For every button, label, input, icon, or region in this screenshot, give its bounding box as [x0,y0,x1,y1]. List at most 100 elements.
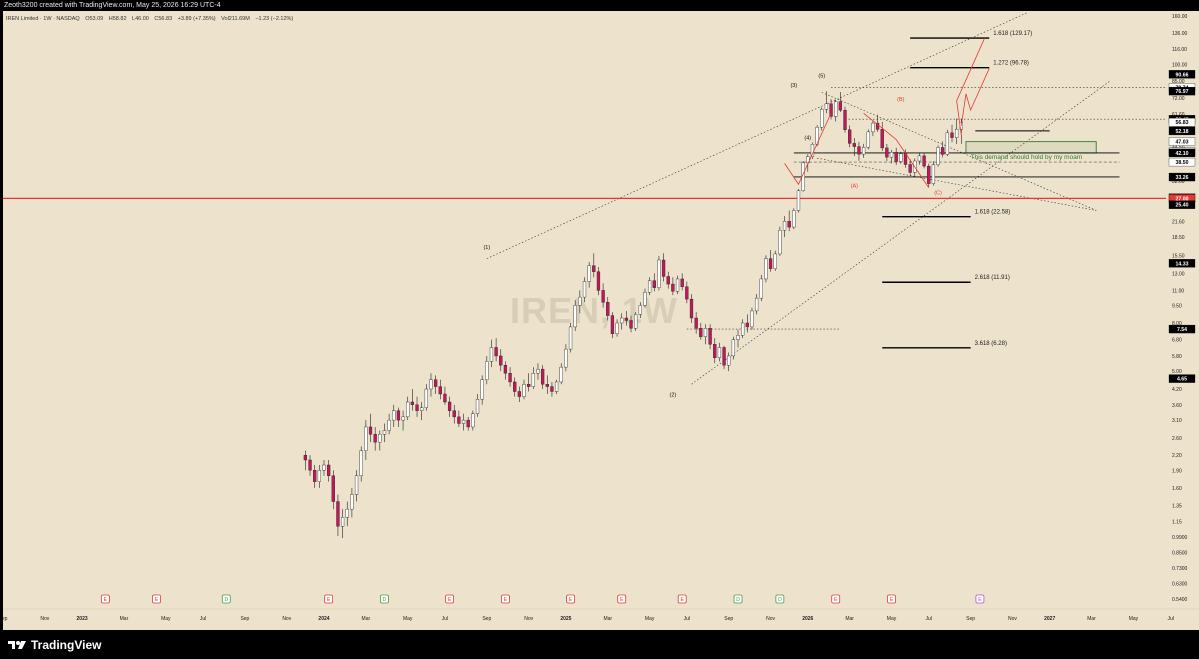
price-badge-label: 76.97 [1176,89,1189,95]
candle-body [545,384,549,387]
tradingview-brand[interactable]: TradingView [8,638,101,652]
price-badge-label: 90.66 [1176,72,1189,78]
falling-trend-line [821,92,1097,211]
price-axis-panel [1168,11,1199,630]
candle-body [326,464,331,476]
candle-body [834,101,838,117]
earnings-marker-icon [324,594,334,604]
projection-arrow-1 [960,68,990,126]
time-tick-label: Jul [1167,616,1173,622]
candle-body [406,401,410,418]
time-tick-label: Jul [684,616,690,622]
candle-body [759,278,763,299]
candle-body [792,210,796,228]
time-tick-label: Nov [1008,616,1017,622]
candle-body [661,259,666,277]
time-tick-label: Sep [724,616,733,622]
open-value: O53.09 [85,16,104,22]
candle-body [945,132,949,155]
candle-body [368,426,373,435]
candle-body [824,103,829,110]
candle-body [936,147,940,165]
time-tick-label: Nov [766,616,775,622]
candle-body [722,347,726,366]
candle-body [931,164,936,184]
candle-body [643,292,647,306]
candle-body [745,322,749,328]
candle-body [820,109,824,128]
wave-label: (C) [934,191,942,197]
time-tick-label: Sep [966,616,975,622]
price-tick-label: 8.00 [1172,321,1182,327]
candle-body [773,253,777,269]
candle-body [717,347,722,358]
candle-body [731,339,736,357]
price-badge [1168,86,1196,96]
time-tick-label: May [403,616,413,622]
price-tick-label: 100.00 [1172,62,1188,68]
candle-body [657,259,661,288]
price-tick-label: 1.15 [1172,520,1182,526]
chart-background[interactable] [3,11,1199,630]
dividend-marker-icon [733,594,743,604]
event-marker-letter: D [736,597,740,603]
price-badge [1168,118,1196,127]
candle-body [331,475,335,502]
price-badge [1168,324,1196,334]
price-tick-label: 13.00 [1172,271,1185,277]
earnings-marker-icon [831,594,841,604]
price-chart[interactable]: 160.00 136.00 116.00 100.00 85.00 72.00 61.60 5… [3,11,1199,630]
candle-body [503,364,508,374]
fib-level-label: 1.618 (22.58) [975,210,1011,216]
time-tick-label: Mar [603,616,612,622]
candle-body [373,434,377,443]
earnings-marker-icon [975,594,985,604]
candle-body [578,296,582,306]
candle-body [401,416,405,421]
time-tick-label: Mar [362,616,371,622]
candle-body [741,322,745,336]
time-tick-label: 2024 [318,616,329,622]
projection-arrow-2 [956,38,985,136]
price-tick-label: 160.00 [1172,14,1188,20]
ohlc-legend: IREN Limited · 1W · NASDAQ O53.09 H58.82… [6,16,297,22]
candle-body [471,413,475,428]
price-badge-label: 14.33 [1176,261,1189,267]
price-badge [1168,374,1196,383]
candle-body [322,464,326,471]
candle-body [750,310,754,328]
candle-body [559,366,563,383]
time-tick-label: May [887,616,897,622]
candle-body [764,258,768,280]
event-marker-letter: E [569,597,573,603]
price-tick-label: 32.00 [1172,179,1185,185]
demand-zone-box [965,141,1097,154]
candle-body [852,143,856,147]
fib-level-label: 1.272 (96.78) [993,61,1029,67]
time-tick-label: Mar [845,616,854,622]
price-badge-label: 27.00 [1176,196,1189,202]
volume-value: Vol211.69M [221,16,250,22]
candle-body [513,381,517,392]
candle-body [587,265,591,282]
price-tick-label: 1.90 [1172,468,1182,474]
candle-body [364,426,368,451]
price-tick-label: 15.50 [1172,253,1185,259]
price-tick-label: 11.00 [1172,288,1184,294]
candle-body [308,459,312,471]
time-tick-label: 2023 [77,616,88,622]
candle-body [522,384,526,397]
time-tick-label: Nov [40,616,49,622]
candle-body [708,328,712,345]
price-badge-label: 56.83 [1176,120,1189,126]
price-tick-label: 1.60 [1172,486,1182,492]
symbol-name[interactable]: IREN Limited · 1W · NASDAQ [6,16,80,22]
candle-body [415,404,419,411]
price-tick-label: 0.5400 [1172,597,1188,603]
candle-body [922,155,926,167]
time-tick-label: Sep [240,616,249,622]
price-badge [1168,172,1196,182]
candle-body [452,410,456,418]
price-tick-label: 2.60 [1172,436,1182,442]
symbol-watermark: IREN, 1W [510,290,679,331]
